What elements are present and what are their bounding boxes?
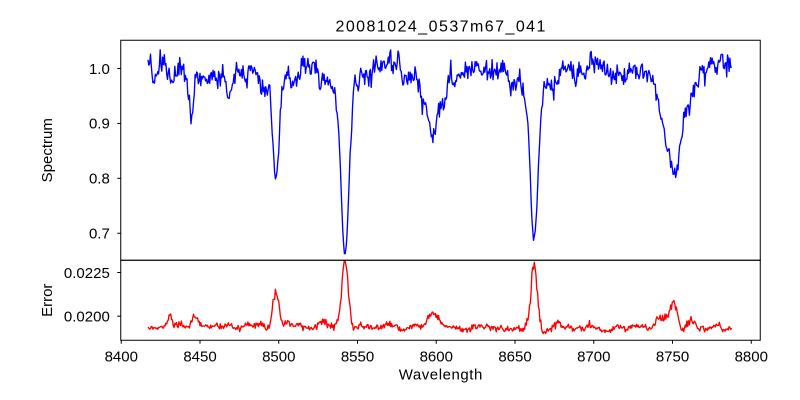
svg-text:8750: 8750 (656, 348, 689, 365)
svg-text:1.0: 1.0 (89, 61, 110, 78)
svg-text:0.8: 0.8 (89, 171, 110, 188)
svg-text:8550: 8550 (341, 348, 374, 365)
svg-text:8800: 8800 (735, 348, 768, 365)
svg-text:0.7: 0.7 (89, 226, 110, 243)
svg-text:8400: 8400 (105, 348, 138, 365)
svg-text:8500: 8500 (262, 348, 295, 365)
svg-text:20081024_0537m67_041: 20081024_0537m67_041 (335, 18, 546, 35)
svg-text:Error: Error (39, 284, 56, 317)
svg-text:8600: 8600 (420, 348, 453, 365)
svg-text:0.9: 0.9 (89, 116, 110, 133)
svg-text:0.0225: 0.0225 (64, 265, 110, 282)
svg-text:Spectrum: Spectrum (39, 118, 56, 182)
svg-text:0.0200: 0.0200 (64, 309, 110, 326)
svg-text:8650: 8650 (498, 348, 531, 365)
svg-text:Wavelength: Wavelength (399, 367, 483, 384)
svg-text:8700: 8700 (577, 348, 610, 365)
svg-text:8450: 8450 (183, 348, 216, 365)
